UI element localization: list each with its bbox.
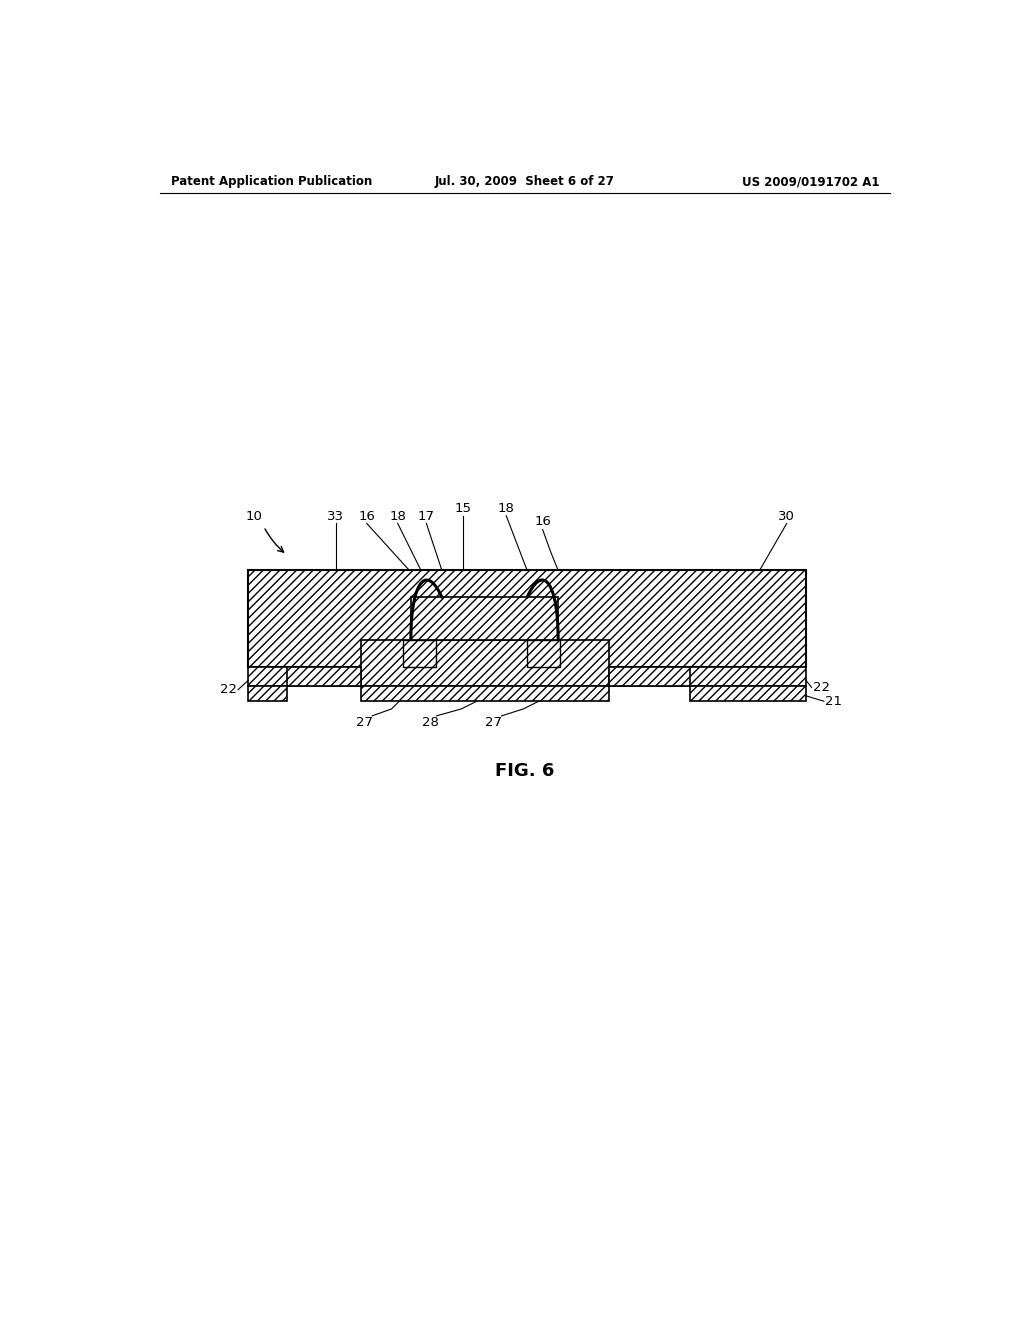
Bar	[248, 667, 806, 686]
Text: 21: 21	[824, 694, 842, 708]
Text: FIG. 6: FIG. 6	[496, 762, 554, 780]
Bar	[360, 686, 608, 701]
Bar	[608, 667, 690, 686]
Text: 22: 22	[220, 684, 238, 696]
Text: 18: 18	[389, 510, 407, 523]
Bar	[360, 640, 608, 686]
Text: 10: 10	[245, 510, 262, 523]
Text: 28: 28	[422, 715, 438, 729]
Bar	[248, 570, 806, 667]
Bar	[527, 640, 560, 667]
Text: 15: 15	[455, 502, 471, 515]
Text: 17: 17	[418, 510, 435, 523]
Text: Jul. 30, 2009  Sheet 6 of 27: Jul. 30, 2009 Sheet 6 of 27	[435, 176, 614, 187]
Bar	[403, 640, 435, 667]
Text: US 2009/0191702 A1: US 2009/0191702 A1	[742, 176, 880, 187]
Text: 33: 33	[328, 510, 344, 523]
Text: 18: 18	[498, 502, 515, 515]
Text: 27: 27	[485, 715, 503, 729]
Text: 22: 22	[813, 681, 830, 694]
Text: 30: 30	[778, 510, 796, 523]
Text: Patent Application Publication: Patent Application Publication	[171, 176, 372, 187]
Text: 16: 16	[535, 515, 551, 528]
Bar	[287, 667, 360, 686]
Bar	[248, 686, 287, 701]
Bar	[411, 597, 558, 640]
Text: 16: 16	[358, 510, 375, 523]
Bar	[690, 686, 806, 701]
Text: 27: 27	[356, 715, 373, 729]
